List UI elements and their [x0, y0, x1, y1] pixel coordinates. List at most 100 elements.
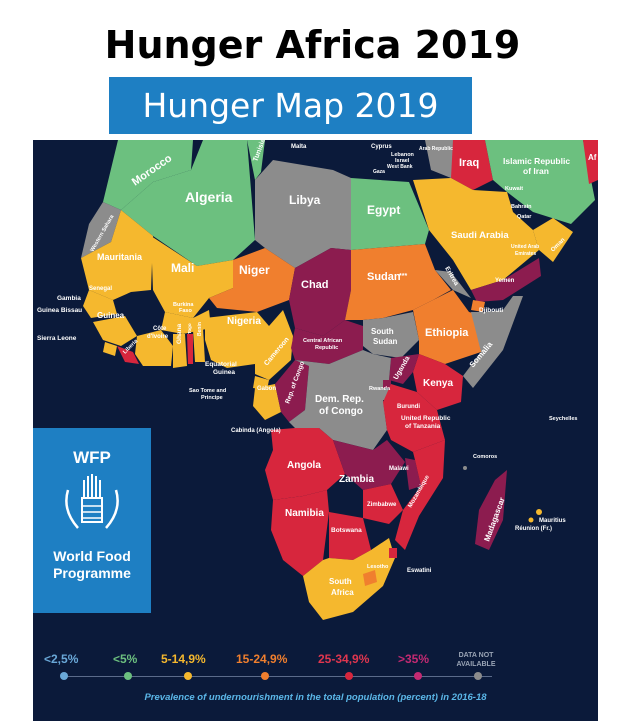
label-sao-2: Principe: [201, 395, 223, 401]
label-niger: Niger: [239, 263, 270, 277]
region-rep-congo: [275, 360, 309, 422]
label-south-africa-1: South: [329, 577, 352, 586]
region-zambia: [333, 440, 405, 490]
label-tanzania-1: United Republic: [401, 415, 451, 422]
region-car: [291, 320, 363, 364]
region-chad: [289, 248, 351, 336]
legend-label-lt-5: <5%: [113, 652, 138, 666]
label-drc-1: Dem. Rep.: [315, 394, 364, 405]
label-cote-1: Côte: [153, 326, 167, 332]
subtitle-banner: [109, 77, 472, 134]
region-drc: [289, 350, 391, 450]
label-kuwait: Kuwait: [505, 186, 523, 192]
label-benin: Benin: [197, 322, 203, 336]
label-kenya: Kenya: [423, 378, 453, 389]
island-reunion: [528, 517, 534, 523]
legend-no-data-line2: AVAILABLE: [456, 661, 496, 668]
region-western-sahara: [81, 202, 121, 258]
region-libya: [255, 160, 351, 268]
label-sudan: Sudan: [367, 271, 401, 283]
label-rwanda: Rwanda: [369, 386, 391, 392]
label-seychelles: Seychelles: [549, 416, 577, 422]
label-guinea-bissau: Guinea Bissau: [37, 307, 82, 314]
label-mali: Mali: [171, 261, 194, 275]
label-south-africa-2: Africa: [331, 588, 354, 597]
label-mauritania: Mauritania: [97, 252, 143, 262]
label-ghana: Ghana: [176, 323, 183, 344]
region-syria: [425, 140, 453, 178]
wfp-abbr: WFP: [73, 448, 111, 467]
region-gabon: [253, 384, 281, 420]
region-angola: [265, 428, 345, 500]
wfp-emblem-icon: [65, 474, 119, 529]
legend-dot-gt-35: [414, 672, 422, 680]
label-bahrain: Bahrain: [511, 204, 532, 210]
wfp-name-line2: Programme: [53, 565, 131, 581]
label-tanzania-2: of Tanzania: [405, 423, 441, 430]
region-morocco: [103, 140, 193, 210]
label-djibouti: Djibouti: [479, 307, 503, 314]
map-panel: Morocco Tunisia Malta Cyprus Arab Republ…: [33, 140, 598, 721]
region-cameroon: [255, 310, 293, 380]
label-reunion: Réunion (Fr.): [515, 526, 552, 532]
label-malta: Malta: [291, 144, 307, 150]
label-lebanon: Lebanon: [391, 152, 415, 158]
legend-label-25-34-9: 25-34,9%: [318, 652, 370, 666]
region-algeria: [121, 140, 255, 266]
label-sierra-leone: Sierra Leone: [37, 335, 77, 342]
label-eq-guinea-1: Equatorial: [205, 361, 237, 368]
label-eswatini: Eswatini: [407, 568, 432, 574]
label-algeria: Algeria: [185, 189, 233, 205]
legend-line: [62, 676, 492, 677]
label-yemen: Yemen: [495, 278, 515, 284]
region-mauritania: [81, 210, 153, 300]
legend-label-5-14-9: 5-14,9%: [161, 652, 206, 666]
label-eq-guinea-2: Guinea: [213, 369, 235, 376]
legend-label-gt-35: >35%: [398, 652, 430, 666]
region-togo: [187, 334, 193, 364]
label-cyprus: Cyprus: [371, 144, 392, 150]
label-guinea: Guinea: [97, 311, 125, 320]
region-sudan: [345, 244, 451, 320]
label-car-2: Republic: [315, 345, 338, 351]
label-drc-2: of Congo: [319, 406, 363, 417]
label-burundi: Burundi: [397, 404, 420, 410]
region-madagascar: [475, 470, 507, 550]
label-zimbabwe: Zimbabwe: [367, 502, 397, 508]
label-car-1: Central African: [303, 338, 343, 344]
region-south-africa: [303, 538, 395, 620]
legend-label-no-data: DATA NOT AVAILABLE: [452, 651, 500, 669]
legend-dot-15-24-9: [261, 672, 269, 680]
label-botswana: Botswana: [331, 527, 362, 534]
region-niger: [209, 248, 295, 312]
legend-label-15-24-9: 15-24,9%: [236, 652, 288, 666]
region-somalia: [463, 296, 523, 388]
legend-dot-5-14-9: [184, 672, 192, 680]
region-eswatini: [389, 548, 397, 558]
region-egypt: [351, 178, 429, 250]
region-ghana: [173, 334, 187, 368]
label-uae-2: Emirates: [515, 251, 536, 257]
label-saudi: Saudi Arabia: [451, 230, 509, 241]
legend-dot-no-data: [474, 672, 482, 680]
wfp-name-line1: World Food: [53, 548, 131, 564]
region-saudi: [413, 178, 539, 290]
legend-label-lt-2-5: <2,5%: [44, 652, 79, 666]
region-namibia: [271, 490, 329, 576]
legend-dot-lt-5: [124, 672, 132, 680]
label-south-sudan-2: Sudan: [373, 337, 398, 346]
label-togo: Togo: [187, 323, 192, 334]
region-ethiopia: [413, 290, 501, 364]
island-mauritius: [536, 509, 542, 515]
label-angola: Angola: [287, 460, 321, 471]
map-subtitle: Hunger Map 2019: [142, 86, 439, 125]
region-tunisia: [247, 140, 265, 180]
label-south-sudan-1: South: [371, 327, 394, 336]
label-nigeria: Nigeria: [227, 316, 261, 327]
region-nigeria: [205, 312, 269, 368]
label-cabinda: Cabinda (Angola): [231, 428, 281, 434]
label-uae-1: United Arab: [511, 244, 539, 250]
legend-dot-lt-2-5: [60, 672, 68, 680]
wfp-logo: [33, 428, 151, 613]
region-malawi: [405, 458, 421, 490]
